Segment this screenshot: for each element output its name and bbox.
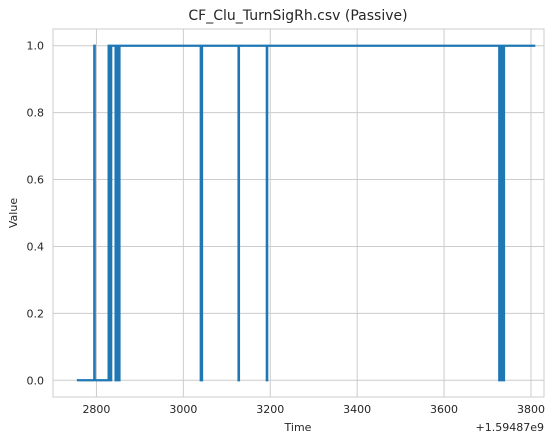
x-tick-label: 3000 [169, 403, 197, 416]
y-tick-label: 0.8 [27, 107, 45, 120]
plot-area [53, 29, 544, 397]
y-tick-labels: 0.0 0.2 0.4 0.6 0.8 1.0 [27, 40, 45, 388]
series-lines [76, 44, 536, 382]
y-tick-label: 0.2 [27, 307, 45, 320]
x-tick-label: 3600 [430, 403, 458, 416]
series-line [76, 44, 536, 382]
y-axis-label: Value [7, 198, 20, 228]
y-tick-label: 0.6 [27, 174, 45, 187]
x-tick-label: 2800 [82, 403, 110, 416]
x-tick-labels: 2800 3000 3200 3400 3600 3800 [82, 403, 545, 416]
y-tick-label: 0.0 [27, 374, 45, 387]
x-offset-label: +1.59487e9 [476, 421, 544, 434]
plot-frame [52, 28, 545, 398]
x-tick-label: 3400 [343, 403, 371, 416]
x-tick-label: 3200 [256, 403, 284, 416]
x-axis-label: Time [284, 421, 312, 434]
y-tick-label: 1.0 [27, 40, 45, 53]
y-tick-label: 0.4 [27, 240, 45, 253]
x-tick-label: 3800 [517, 403, 545, 416]
chart-title: CF_Clu_TurnSigRh.csv (Passive) [188, 8, 407, 24]
